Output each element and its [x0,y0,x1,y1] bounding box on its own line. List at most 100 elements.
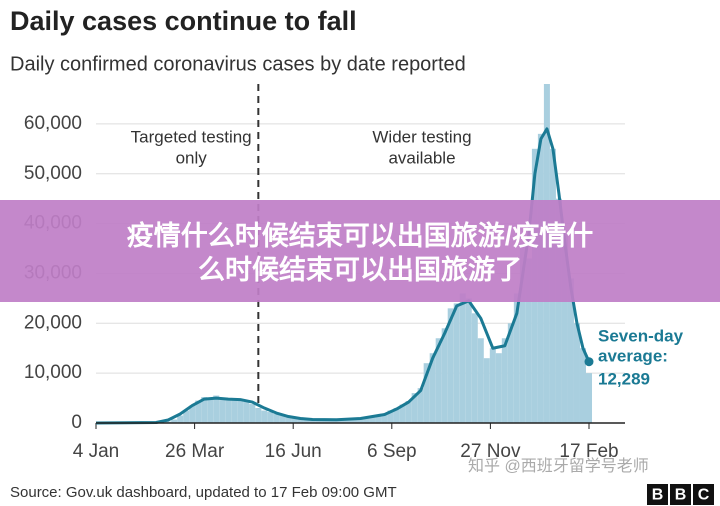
series-label: Seven-day [598,326,684,345]
bar [579,348,586,423]
y-tick-label: 60,000 [24,113,82,134]
bar [297,418,304,423]
bar [519,243,526,423]
logo-letter: C [698,487,710,504]
banner-text: 么时候结束可以出国旅游了 [198,254,522,285]
bar [243,401,250,423]
bar [267,412,274,423]
value-label: 12,289 [598,369,650,388]
bar [405,401,412,423]
annotation: available [388,148,455,167]
bar [567,278,574,423]
bar [213,395,220,423]
bar [477,338,484,423]
bar [339,419,346,423]
bar [393,408,400,423]
bar [285,417,292,423]
bar [183,410,190,423]
logo-block [670,484,691,505]
y-tick-label: 20,000 [24,312,82,333]
source: Source: Gov.uk dashboard, updated to 17 … [10,484,397,501]
bar [327,419,334,423]
x-tick-label: 27 Nov [460,441,521,462]
bar [453,303,460,423]
bar [321,420,328,423]
bar [279,415,286,423]
bar [237,400,244,423]
bar [177,415,184,423]
bar [561,233,568,423]
bar [309,420,316,423]
x-tick-label: 17 Feb [559,441,618,462]
bar [273,414,280,423]
annotation: Wider testing [372,127,471,146]
bar [303,419,310,423]
bar [189,405,196,423]
bar [411,393,418,423]
x-tick-label: 4 Jan [73,441,119,462]
bar [315,419,322,423]
bar [255,408,262,423]
bar [459,293,466,423]
bar [219,400,226,423]
x-tick-label: 6 Sep [367,441,417,462]
bar [483,358,490,423]
bar [495,353,502,423]
bar [345,418,352,423]
banner-background [0,200,720,302]
average-line [95,127,591,425]
y-tick-label: 10,000 [24,362,82,383]
end-dot [584,357,594,367]
bar [249,404,256,423]
bar [201,397,208,423]
bar [375,415,382,423]
bar [471,313,478,423]
bar [399,404,406,423]
watermark: 知乎 @西班牙留学号老师 [468,457,649,475]
x-tick-label: 26 Mar [165,441,225,462]
bar [171,419,178,423]
bar [423,363,430,423]
chart-title: Daily cases continue to fall [10,6,357,36]
bar [525,258,532,423]
bar [417,388,424,423]
logo-letter: B [675,487,687,504]
bar [507,323,514,423]
bar [207,399,214,423]
bar [447,308,454,423]
bar [501,338,508,423]
bar [225,398,232,423]
bar [435,338,442,423]
bar [357,417,364,423]
bar [441,328,448,423]
bar [195,400,202,423]
bar [465,298,472,423]
bar [489,348,496,423]
annotation: Targeted testing [131,127,252,146]
bar [429,353,436,423]
bar [369,417,376,423]
series-label: average: [598,346,668,365]
logo-letter: B [652,487,664,504]
bar [573,323,580,423]
bar [555,198,562,423]
chart-subtitle: Daily confirmed coronavirus cases by dat… [10,53,466,75]
x-tick-label: 16 Jun [265,441,322,462]
bar [351,418,358,423]
bar [231,399,238,423]
bar [585,373,593,423]
y-tick-label: 50,000 [24,163,82,184]
y-tick-label: 0 [71,412,82,433]
bar [291,418,298,423]
banner-text: 疫情什么时候结束可以出国旅游/疫情什 [127,220,594,251]
bar [261,410,268,423]
logo-block [693,484,714,505]
annotation: only [176,148,208,167]
bar [363,418,370,423]
logo-block [647,484,668,505]
bar [513,293,520,423]
bar [387,410,394,423]
